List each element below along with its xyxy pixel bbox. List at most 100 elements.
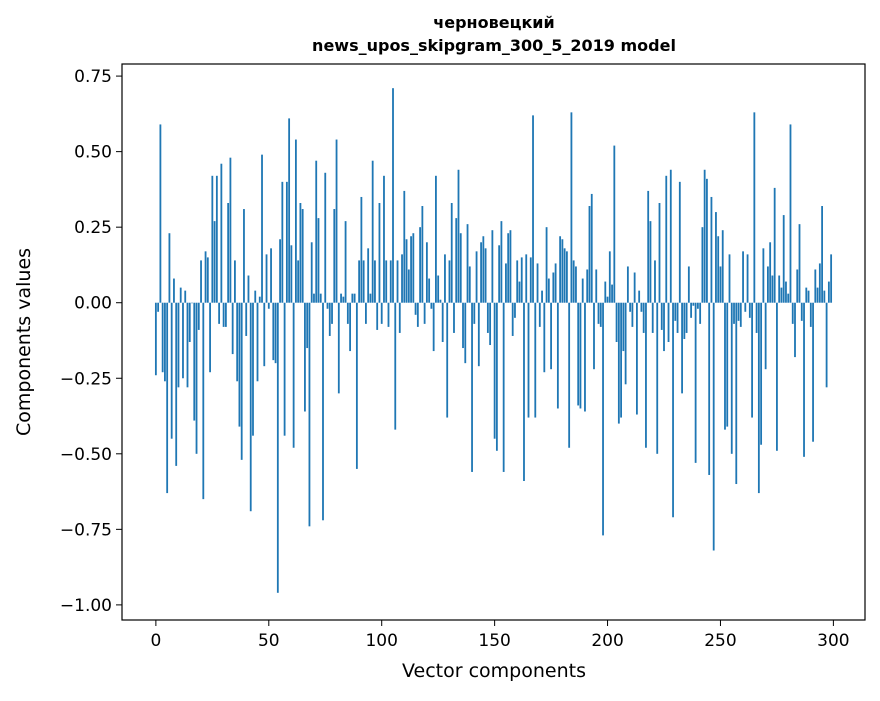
bar: [175, 302, 178, 466]
bar: [247, 275, 250, 303]
bar: [785, 281, 787, 303]
bar: [297, 260, 300, 303]
bar: [444, 254, 446, 303]
bar: [814, 269, 817, 303]
bar: [279, 239, 281, 303]
bar: [315, 160, 318, 303]
bar: [730, 302, 733, 454]
bar: [638, 290, 641, 303]
bar: [464, 302, 467, 364]
bar: [766, 266, 769, 303]
bar: [541, 290, 543, 303]
bar: [236, 302, 239, 382]
bar: [617, 302, 620, 424]
bar: [459, 233, 462, 303]
bar: [326, 302, 329, 309]
bar: [726, 302, 729, 427]
bar: [755, 302, 758, 333]
bar: [737, 302, 740, 321]
bar: [780, 287, 783, 303]
bar: [455, 218, 458, 303]
bar: [712, 302, 715, 551]
bar: [523, 302, 525, 481]
bar: [249, 302, 252, 512]
bar: [231, 302, 234, 355]
bar: [324, 172, 327, 303]
bar: [177, 302, 180, 388]
y-axis-label: Components values: [13, 248, 35, 436]
bar: [374, 260, 376, 303]
bar: [642, 302, 645, 333]
bar: [342, 296, 345, 303]
bar: [344, 221, 347, 303]
x-axis-label: Vector components: [402, 660, 586, 682]
bar: [640, 302, 643, 312]
bar: [827, 281, 830, 303]
bar: [234, 260, 236, 303]
y-tick-label: 0.00: [74, 294, 112, 314]
bar: [798, 224, 801, 303]
bar: [401, 254, 403, 303]
bar: [340, 293, 342, 303]
bar: [615, 302, 618, 342]
bar: [624, 302, 627, 385]
bar: [281, 181, 284, 303]
bar: [525, 254, 528, 303]
bar: [622, 302, 625, 352]
bar: [495, 302, 498, 451]
bar: [733, 302, 735, 324]
bar: [453, 302, 455, 333]
bar: [604, 281, 607, 303]
bar: [570, 112, 573, 303]
bar: [288, 118, 291, 303]
bar: [367, 248, 370, 303]
bar: [565, 251, 568, 303]
bar: [414, 302, 417, 315]
bar: [360, 196, 363, 303]
bar: [254, 290, 257, 303]
bar: [685, 302, 688, 333]
bar: [812, 302, 814, 442]
bar: [550, 302, 552, 370]
bar: [238, 302, 241, 427]
bar: [292, 302, 295, 448]
bar: [328, 302, 331, 336]
bar: [658, 203, 661, 303]
bar: [389, 260, 392, 303]
bar: [358, 260, 361, 303]
bar: [529, 257, 532, 303]
bar: [380, 302, 383, 324]
bar: [701, 227, 704, 303]
bar: [791, 302, 794, 324]
bar: [602, 302, 604, 536]
bar: [471, 302, 473, 472]
bar: [313, 293, 315, 303]
bar: [258, 296, 261, 303]
bar: [425, 242, 428, 303]
bar: [669, 169, 672, 303]
x-tick-label: 300: [817, 631, 849, 651]
bar: [654, 260, 656, 303]
bar: [159, 124, 162, 303]
bar: [532, 115, 534, 303]
bar: [218, 302, 221, 324]
x-tick-label: 0: [150, 631, 161, 651]
bar: [403, 190, 406, 303]
bar: [170, 302, 173, 439]
bar: [715, 212, 717, 303]
x-tick-label: 200: [591, 631, 623, 651]
bar: [809, 302, 812, 327]
bar: [764, 302, 767, 370]
bar: [322, 302, 324, 521]
bar: [505, 263, 507, 303]
bar: [306, 302, 309, 349]
bar: [803, 302, 805, 457]
bar: [392, 88, 394, 303]
bar: [805, 287, 808, 303]
bar: [776, 302, 778, 451]
bar: [378, 203, 381, 303]
bar: [353, 293, 356, 303]
bar: [647, 190, 650, 303]
bar: [509, 230, 512, 303]
bar: [419, 227, 422, 303]
